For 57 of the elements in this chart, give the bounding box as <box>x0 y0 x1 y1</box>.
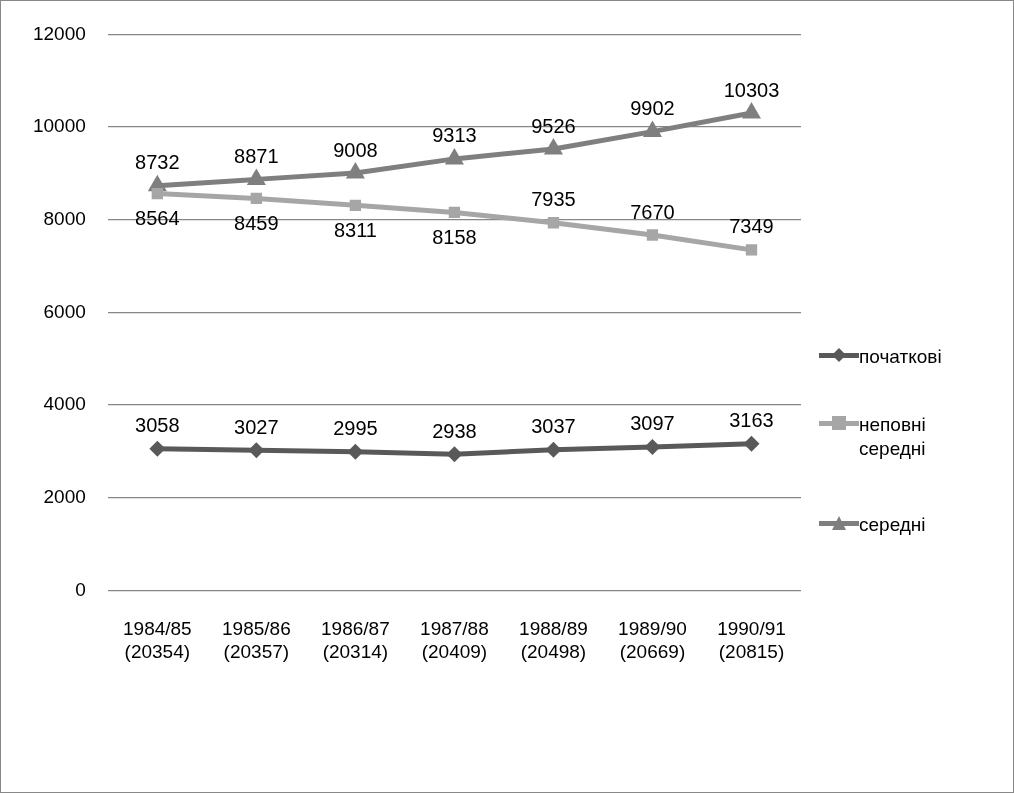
data-label: 8871 <box>234 144 279 167</box>
x-tick-label: 1986/87 (20314) <box>321 618 390 662</box>
data-label: 8459 <box>234 211 279 234</box>
point <box>248 442 265 459</box>
point <box>642 120 662 138</box>
data-label: 3058 <box>135 414 180 437</box>
y-tick-label: 10000 <box>32 115 86 137</box>
y-tick-label: 2000 <box>43 485 86 507</box>
data-label: 3163 <box>729 409 774 432</box>
point <box>151 187 163 200</box>
point <box>345 162 365 179</box>
point <box>646 229 659 241</box>
data-label: 7670 <box>630 200 675 223</box>
legend-label: початкові <box>859 345 943 369</box>
y-tick-label: 4000 <box>43 393 86 415</box>
point <box>543 138 563 155</box>
point <box>743 435 760 452</box>
data-label: 8564 <box>135 207 180 230</box>
data-label: 7935 <box>531 188 576 211</box>
data-label: 10303 <box>723 78 780 101</box>
x-tick-label: 1987/88 (20409) <box>420 618 489 662</box>
point <box>250 192 263 205</box>
point <box>444 147 464 165</box>
point <box>149 440 166 457</box>
x-tick-label: 1990/91 (20815) <box>717 618 786 662</box>
data-label: 2995 <box>333 417 378 440</box>
data-label: 8732 <box>135 151 180 174</box>
data-label: 8158 <box>432 225 477 248</box>
point <box>741 102 762 119</box>
point <box>448 206 461 219</box>
data-label: 3097 <box>630 412 675 435</box>
y-tick-label: 6000 <box>43 300 86 322</box>
legend-label: неповні середні <box>859 413 927 461</box>
data-label: 3037 <box>531 415 576 438</box>
data-label: 9008 <box>333 138 378 161</box>
x-tick-label: 1989/90 (20669) <box>618 618 687 662</box>
y-tick-label: 8000 <box>43 207 86 229</box>
point <box>446 446 463 463</box>
data-label: 7349 <box>729 215 774 238</box>
data-label: 2938 <box>432 419 477 442</box>
point <box>349 199 362 211</box>
point <box>547 217 560 229</box>
point <box>644 438 661 455</box>
point <box>347 443 364 460</box>
x-tick-label: 1984/85 (20354) <box>123 618 192 662</box>
x-tick-label: 1985/86 (20357) <box>222 618 291 662</box>
point <box>246 168 266 185</box>
legend-label: середні <box>859 513 927 537</box>
point <box>745 244 758 256</box>
y-tick-label: 12000 <box>32 22 86 44</box>
data-label: 9902 <box>630 97 675 120</box>
data-label: 3027 <box>234 415 279 438</box>
data-label: 9526 <box>531 114 576 137</box>
y-tick-label: 0 <box>75 578 86 600</box>
data-label: 9313 <box>432 124 477 147</box>
data-label: 8311 <box>333 218 377 241</box>
x-tick-label: 1988/89 (20498) <box>519 618 588 662</box>
